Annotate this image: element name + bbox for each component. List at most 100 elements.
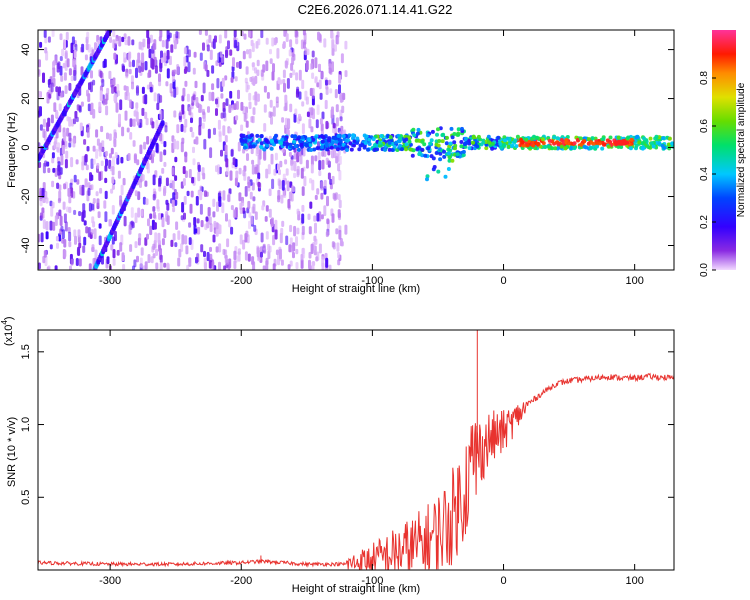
heatmap-cell: [224, 30, 228, 39]
heatmap-cell: [569, 146, 574, 151]
heatmap-cell: [225, 213, 228, 222]
heatmap-cell: [157, 232, 161, 244]
heatmap-cell: [83, 155, 87, 166]
heatmap-cell: [301, 101, 305, 107]
heatmap-cell: [44, 36, 48, 44]
heatmap-cell: [56, 182, 60, 190]
heatmap-cell: [229, 90, 233, 99]
heatmap-cell: [195, 195, 199, 206]
heatmap-cell: [320, 192, 324, 200]
heatmap-cell: [203, 138, 207, 150]
heatmap-cell: [316, 213, 320, 222]
heatmap-cell: [278, 180, 282, 190]
heatmap-cell: [245, 106, 248, 114]
heatmap-cell: [118, 113, 121, 125]
heatmap-cell: [80, 66, 84, 76]
heatmap-cell: [55, 235, 59, 242]
heatmap-cell: [559, 138, 564, 142]
heatmap-cell: [226, 165, 229, 176]
heatmap-cell: [189, 203, 193, 214]
heatmap-cell: [215, 108, 218, 116]
heatmap-cell: [222, 190, 226, 201]
heatmap-cell: [445, 135, 449, 140]
heatmap-cell: [127, 53, 131, 62]
heatmap-cell: [111, 84, 115, 94]
heatmap-cell: [213, 127, 216, 135]
heatmap-cell: [333, 193, 337, 201]
heatmap-cell: [255, 164, 259, 174]
heatmap-cell: [182, 87, 186, 97]
heatmap-cell: [192, 158, 196, 166]
heatmap-cell: [81, 43, 85, 53]
heatmap-cell: [293, 144, 298, 149]
heatmap-cell: [291, 185, 295, 193]
heatmap-cell: [136, 159, 140, 166]
heatmap-cell: [243, 33, 247, 40]
heatmap-cell: [237, 89, 240, 100]
heatmap-cell: [626, 135, 631, 140]
heatmap-cell: [273, 168, 277, 176]
spectrogram-y-axis-label: Frequency (Hz): [6, 112, 18, 188]
heatmap-cell: [321, 111, 325, 120]
heatmap-cell: [187, 49, 191, 58]
heatmap-cell: [442, 149, 446, 154]
heatmap-cell: [180, 123, 184, 132]
heatmap-cell: [237, 251, 241, 262]
heatmap-cell: [168, 32, 172, 39]
heatmap-cell: [176, 124, 180, 134]
heatmap-cell: [654, 134, 659, 139]
heatmap-cell: [168, 55, 172, 66]
heatmap-cell: [271, 71, 275, 81]
heatmap-cell: [301, 79, 305, 90]
heatmap-cell: [476, 134, 481, 139]
heatmap-cell: [382, 147, 387, 152]
heatmap-cell: [640, 146, 645, 151]
heatmap-cell: [543, 145, 548, 149]
heatmap-cell: [144, 94, 148, 105]
heatmap-cell: [316, 188, 320, 195]
heatmap-cell: [260, 232, 264, 243]
heatmap-cell: [111, 176, 115, 184]
heatmap-cell: [438, 151, 443, 156]
heatmap-cell: [173, 69, 177, 75]
heatmap-cell: [175, 221, 179, 231]
heatmap-cell: [619, 145, 624, 149]
heatmap-cell: [330, 140, 335, 145]
heatmap-cell: [38, 69, 41, 75]
heatmap-cell: [198, 30, 202, 36]
heatmap-cell: [74, 235, 77, 245]
heatmap-cell: [158, 212, 161, 220]
heatmap-cell: [268, 188, 272, 197]
heatmap-cell: [132, 140, 136, 147]
heatmap-cell: [112, 39, 116, 49]
heatmap-cell: [90, 70, 93, 79]
heatmap-cell: [443, 174, 448, 179]
heatmap-cell: [324, 99, 328, 110]
heatmap-cell: [230, 77, 234, 83]
heatmap-cell: [292, 69, 296, 76]
heatmap-cell: [211, 91, 215, 102]
heatmap-cell: [123, 57, 127, 63]
heatmap-cell: [335, 228, 339, 235]
heatmap-cell: [59, 215, 63, 226]
heatmap-cell: [81, 155, 85, 167]
heatmap-cell: [122, 177, 126, 186]
heatmap-cell: [235, 115, 239, 121]
heatmap-cell: [412, 133, 417, 138]
heatmap-cell: [331, 61, 334, 73]
heatmap-cell: [92, 145, 96, 152]
heatmap-cell: [161, 167, 165, 174]
heatmap-cell: [441, 132, 446, 137]
heatmap-cell: [318, 79, 322, 90]
heatmap-cell: [92, 158, 96, 165]
heatmap-cell: [335, 117, 339, 127]
heatmap-cell: [227, 40, 230, 49]
heatmap-cell: [93, 228, 97, 240]
heatmap-cell: [117, 170, 121, 179]
heatmap-cell: [667, 142, 672, 147]
heatmap-cell: [130, 220, 134, 227]
heatmap-cell: [362, 133, 367, 138]
heatmap-cell: [248, 48, 252, 59]
heatmap-cell: [506, 144, 511, 149]
heatmap-cell: [183, 56, 187, 67]
